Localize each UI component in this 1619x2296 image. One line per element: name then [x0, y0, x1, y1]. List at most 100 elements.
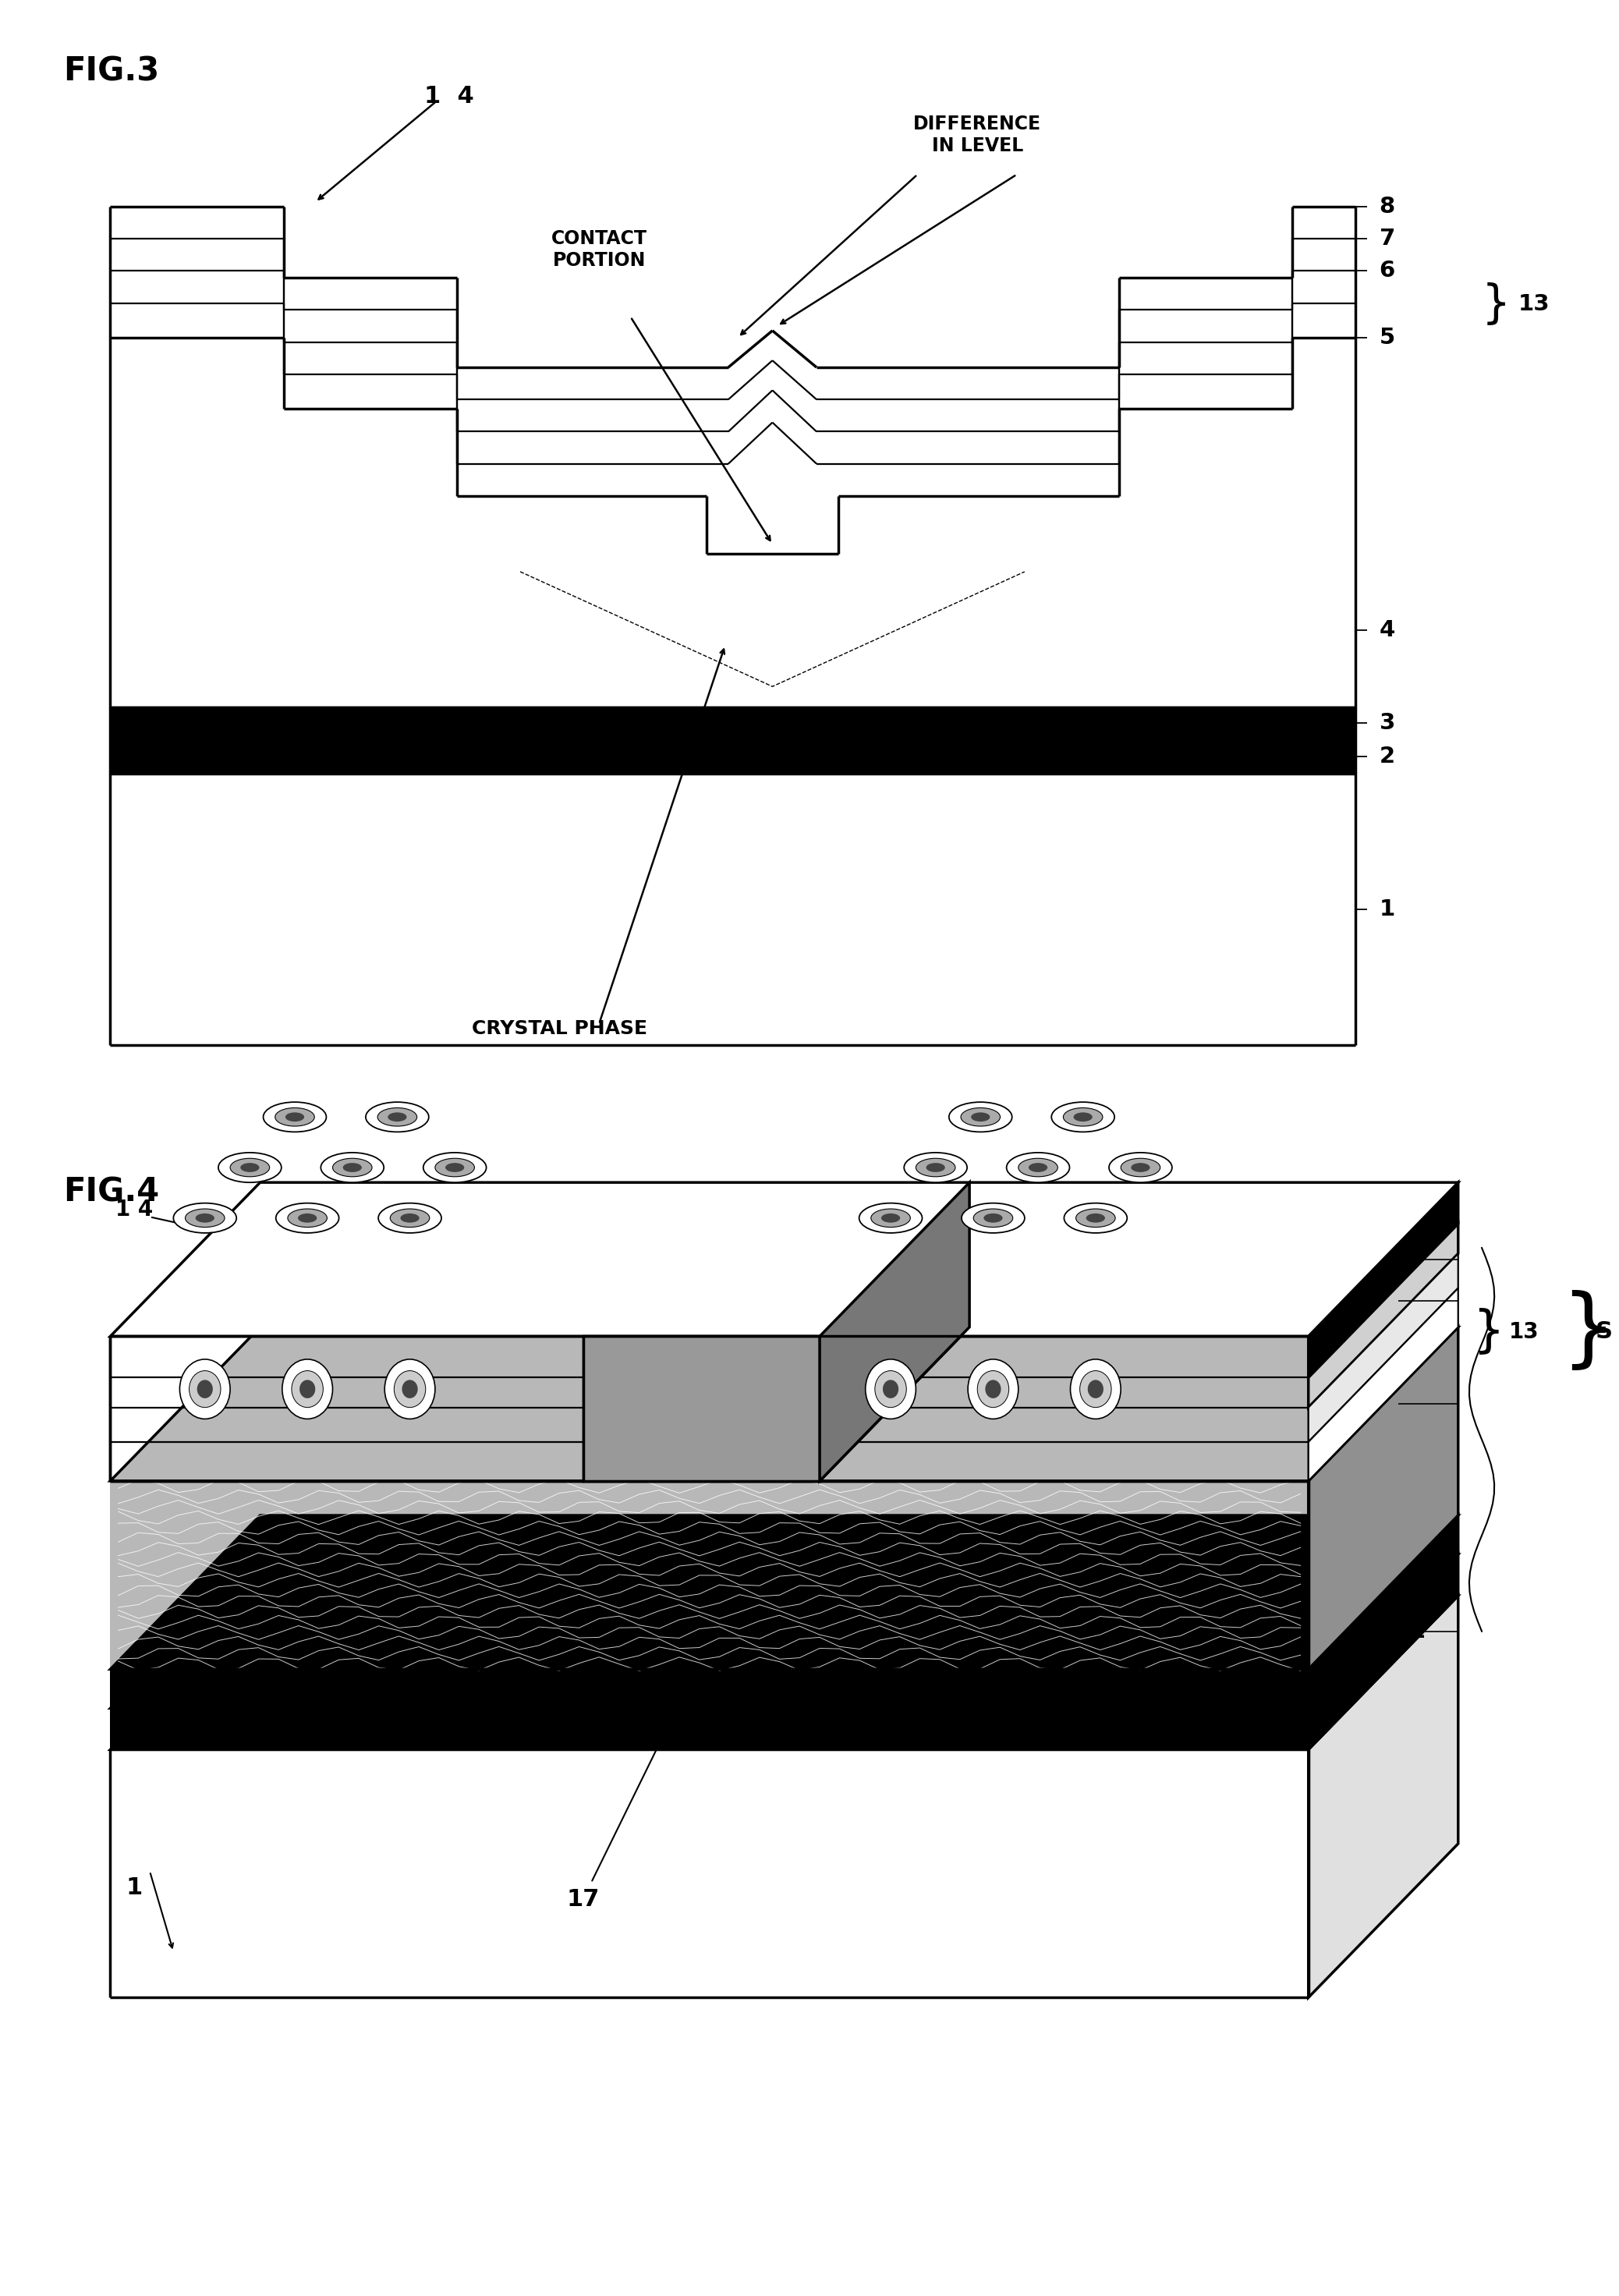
Ellipse shape	[173, 1203, 236, 1233]
Ellipse shape	[219, 1153, 282, 1182]
Text: 2: 2	[1379, 746, 1396, 767]
Ellipse shape	[385, 1359, 436, 1419]
Text: CONTACT
PORTION: CONTACT PORTION	[550, 230, 648, 271]
Ellipse shape	[180, 1359, 230, 1419]
Ellipse shape	[230, 1157, 269, 1176]
Ellipse shape	[882, 1380, 899, 1398]
Ellipse shape	[321, 1153, 384, 1182]
Text: 8: 8	[1379, 195, 1396, 218]
Polygon shape	[583, 1327, 970, 1481]
Ellipse shape	[949, 1102, 1012, 1132]
Ellipse shape	[402, 1380, 418, 1398]
Bar	[110, 1481, 1308, 1669]
Text: 13: 13	[1519, 294, 1549, 315]
Polygon shape	[110, 1554, 1459, 1708]
Polygon shape	[1308, 1327, 1459, 1669]
Ellipse shape	[445, 1162, 465, 1171]
Polygon shape	[110, 1515, 1459, 1669]
Ellipse shape	[971, 1114, 989, 1120]
Ellipse shape	[962, 1203, 1025, 1233]
Ellipse shape	[189, 1371, 220, 1407]
Ellipse shape	[874, 1371, 907, 1407]
Ellipse shape	[436, 1157, 474, 1176]
Text: CRYSTAL PHASE: CRYSTAL PHASE	[471, 1019, 648, 1038]
Text: 3: 3	[1410, 1582, 1426, 1603]
Ellipse shape	[1073, 1114, 1093, 1120]
Polygon shape	[1308, 1515, 1459, 1708]
Ellipse shape	[978, 1371, 1009, 1407]
Text: FIG.3: FIG.3	[63, 55, 159, 87]
Ellipse shape	[400, 1212, 419, 1221]
Polygon shape	[1308, 1182, 1459, 1378]
Ellipse shape	[916, 1157, 955, 1176]
Text: 1 4: 1 4	[785, 1194, 822, 1217]
Text: DIFFERENCE
IN LEVEL: DIFFERENCE IN LEVEL	[913, 115, 1041, 156]
Ellipse shape	[1028, 1162, 1047, 1171]
Text: 4: 4	[1379, 620, 1396, 641]
Ellipse shape	[264, 1102, 327, 1132]
Ellipse shape	[960, 1107, 1001, 1125]
Polygon shape	[1308, 1224, 1459, 1407]
Ellipse shape	[860, 1203, 923, 1233]
Ellipse shape	[1064, 1203, 1127, 1233]
Ellipse shape	[285, 1114, 304, 1120]
Ellipse shape	[1070, 1359, 1120, 1419]
Ellipse shape	[984, 1212, 1002, 1221]
Text: 1  4: 1 4	[424, 85, 474, 108]
Ellipse shape	[390, 1208, 429, 1226]
Ellipse shape	[968, 1359, 1018, 1419]
Ellipse shape	[291, 1371, 324, 1407]
Bar	[110, 1336, 1308, 1481]
Ellipse shape	[196, 1212, 214, 1221]
Ellipse shape	[332, 1157, 372, 1176]
Text: FIG.4: FIG.4	[63, 1176, 159, 1208]
Text: 7: 7	[1410, 1290, 1426, 1311]
Text: 1 4: 1 4	[115, 1199, 152, 1221]
Ellipse shape	[986, 1380, 1001, 1398]
Polygon shape	[110, 1182, 1459, 1336]
Bar	[110, 707, 1355, 739]
Ellipse shape	[343, 1162, 361, 1171]
Ellipse shape	[185, 1208, 225, 1226]
Bar	[110, 739, 1355, 774]
Ellipse shape	[275, 1107, 314, 1125]
Text: S: S	[1595, 1320, 1613, 1343]
Text: 2: 2	[1410, 1621, 1426, 1642]
Text: 13: 13	[1509, 1320, 1538, 1343]
Polygon shape	[1308, 1254, 1459, 1442]
Ellipse shape	[1132, 1162, 1149, 1171]
Ellipse shape	[1086, 1212, 1106, 1221]
Text: }: }	[1481, 282, 1511, 326]
Text: 6: 6	[1379, 259, 1396, 282]
Ellipse shape	[1064, 1107, 1103, 1125]
Text: 8: 8	[1410, 1249, 1426, 1270]
Ellipse shape	[1018, 1157, 1057, 1176]
Ellipse shape	[198, 1380, 212, 1398]
Ellipse shape	[377, 1107, 418, 1125]
Bar	[110, 1708, 1308, 1750]
Ellipse shape	[366, 1102, 429, 1132]
Polygon shape	[1308, 1554, 1459, 1750]
Text: }: }	[1472, 1306, 1504, 1357]
Ellipse shape	[1051, 1102, 1114, 1132]
Polygon shape	[1308, 1596, 1459, 1998]
Polygon shape	[819, 1327, 1459, 1481]
Ellipse shape	[288, 1208, 327, 1226]
Text: 1: 1	[1379, 898, 1396, 921]
Bar	[110, 1750, 1308, 1998]
Ellipse shape	[926, 1162, 945, 1171]
Ellipse shape	[298, 1212, 317, 1221]
Text: 4: 4	[1410, 1394, 1426, 1414]
Ellipse shape	[1080, 1371, 1111, 1407]
Ellipse shape	[1120, 1157, 1161, 1176]
Bar	[583, 1336, 819, 1481]
Text: 3: 3	[1379, 712, 1396, 735]
Ellipse shape	[282, 1359, 332, 1419]
Ellipse shape	[1109, 1153, 1172, 1182]
Text: }: }	[1561, 1290, 1616, 1373]
Text: 17: 17	[567, 1887, 599, 1910]
Bar	[110, 1669, 1308, 1708]
Polygon shape	[110, 1596, 1459, 1750]
Ellipse shape	[300, 1380, 316, 1398]
Polygon shape	[819, 1182, 970, 1481]
